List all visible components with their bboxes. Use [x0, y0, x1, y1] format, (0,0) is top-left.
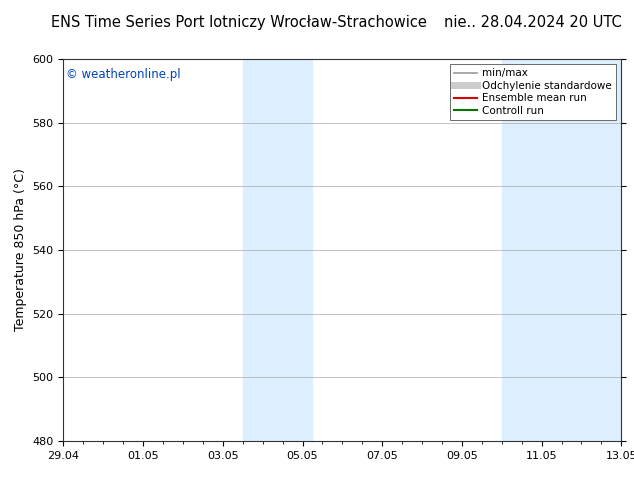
Text: © weatheronline.pl: © weatheronline.pl	[66, 69, 181, 81]
Bar	[501, 59, 621, 441]
Y-axis label: Temperature 850 hPa (°C): Temperature 850 hPa (°C)	[14, 169, 27, 331]
Text: ENS Time Series Port lotniczy Wrocław-Strachowice: ENS Time Series Port lotniczy Wrocław-St…	[51, 15, 427, 29]
Bar	[243, 59, 313, 441]
Legend: min/max, Odchylenie standardowe, Ensemble mean run, Controll run: min/max, Odchylenie standardowe, Ensembl…	[450, 64, 616, 120]
Text: nie.. 28.04.2024 20 UTC: nie.. 28.04.2024 20 UTC	[444, 15, 621, 29]
